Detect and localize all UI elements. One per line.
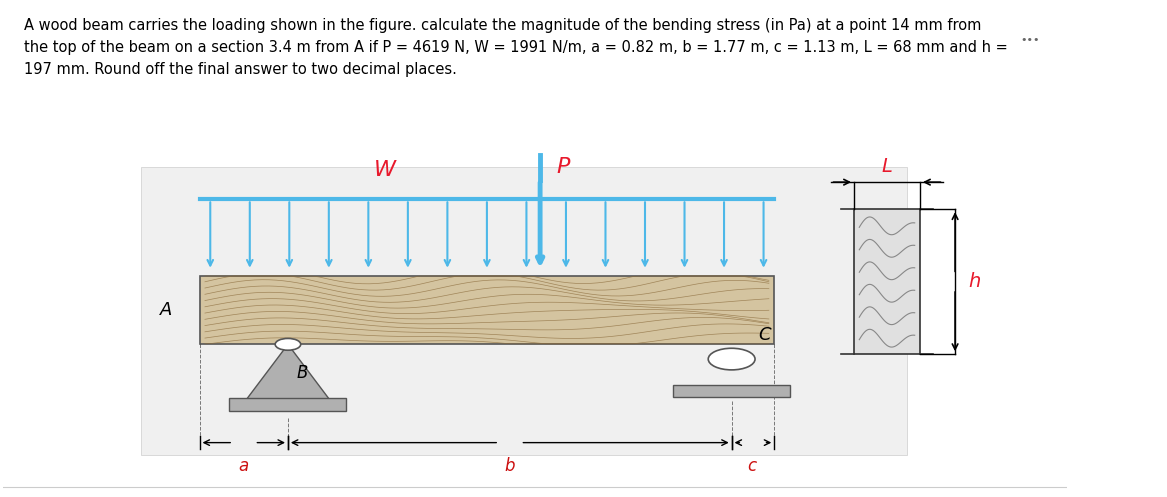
Bar bbox=[200, 275, 774, 344]
Bar bbox=[141, 167, 907, 455]
Circle shape bbox=[275, 338, 301, 350]
Circle shape bbox=[708, 348, 755, 370]
Text: •••: ••• bbox=[1021, 35, 1040, 45]
Text: $L$: $L$ bbox=[881, 157, 893, 176]
Text: $W$: $W$ bbox=[373, 160, 398, 180]
Bar bbox=[854, 209, 920, 354]
Bar bbox=[230, 399, 347, 411]
Bar bbox=[673, 385, 790, 398]
Text: $C$: $C$ bbox=[759, 326, 773, 343]
Text: $P$: $P$ bbox=[555, 158, 572, 177]
Text: $B$: $B$ bbox=[296, 364, 309, 382]
Text: $h$: $h$ bbox=[967, 272, 981, 291]
Text: $c$: $c$ bbox=[747, 457, 759, 475]
Text: $a$: $a$ bbox=[238, 457, 250, 475]
Polygon shape bbox=[245, 344, 330, 401]
Text: $A$: $A$ bbox=[159, 301, 173, 319]
Text: A wood beam carries the loading shown in the figure. calculate the magnitude of : A wood beam carries the loading shown in… bbox=[25, 17, 1008, 77]
Text: $b$: $b$ bbox=[504, 457, 516, 475]
